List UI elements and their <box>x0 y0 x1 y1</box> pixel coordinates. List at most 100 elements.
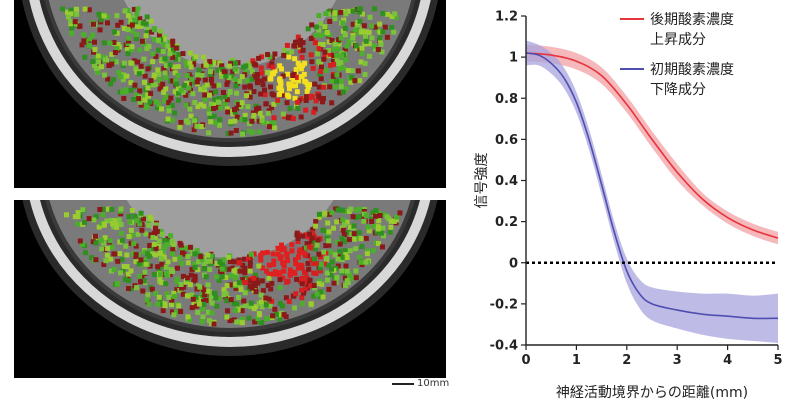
voxel <box>201 301 207 307</box>
voxel <box>134 285 140 291</box>
voxel <box>82 6 88 12</box>
voxel <box>162 56 168 62</box>
voxel <box>226 75 232 81</box>
voxel <box>326 286 332 292</box>
voxel <box>338 35 344 41</box>
voxel <box>284 251 290 257</box>
voxel <box>370 248 376 254</box>
voxel <box>64 212 69 218</box>
voxel <box>294 39 300 45</box>
voxel <box>322 261 328 267</box>
voxel <box>372 24 378 30</box>
voxel <box>387 229 393 235</box>
voxel <box>174 265 180 271</box>
voxel <box>167 51 173 57</box>
voxel <box>159 231 165 237</box>
voxel <box>195 72 201 78</box>
y-tick-label: 1.2 <box>495 10 518 25</box>
voxel <box>248 304 254 310</box>
voxel <box>153 225 159 231</box>
voxel <box>191 127 197 133</box>
voxel <box>280 92 286 98</box>
voxel <box>349 68 355 74</box>
voxel <box>265 110 271 116</box>
voxel <box>110 58 116 64</box>
voxel <box>294 276 300 282</box>
voxel <box>187 244 193 250</box>
voxel <box>171 64 177 70</box>
voxel <box>329 38 335 43</box>
voxel <box>294 89 300 95</box>
voxel <box>259 265 265 271</box>
voxel <box>102 57 108 63</box>
voxel <box>164 272 170 278</box>
voxel <box>112 251 118 257</box>
voxel <box>223 275 229 280</box>
voxel <box>163 86 169 92</box>
voxel <box>312 40 318 46</box>
voxel <box>280 303 286 309</box>
voxel <box>120 267 126 273</box>
voxel <box>191 61 197 67</box>
voxel <box>224 314 230 320</box>
voxel <box>350 8 356 14</box>
voxel <box>351 231 357 237</box>
voxel <box>185 275 191 281</box>
voxel <box>93 65 99 71</box>
voxel <box>165 43 171 49</box>
voxel <box>148 78 154 84</box>
voxel <box>312 240 318 246</box>
voxel <box>155 67 161 73</box>
voxel <box>100 54 106 60</box>
voxel <box>252 272 258 278</box>
voxel <box>134 11 140 17</box>
voxel <box>251 251 257 257</box>
voxel <box>199 257 205 262</box>
voxel <box>300 47 306 53</box>
voxel <box>145 292 151 298</box>
voxel <box>208 253 214 259</box>
voxel <box>380 10 386 16</box>
voxel <box>340 28 346 34</box>
voxel <box>187 317 192 323</box>
voxel <box>125 8 131 14</box>
voxel <box>74 6 79 12</box>
voxel <box>313 223 319 229</box>
voxel <box>117 251 123 257</box>
voxel <box>134 36 139 42</box>
voxel <box>324 30 330 35</box>
voxel <box>393 217 399 223</box>
voxel <box>109 51 115 57</box>
voxel <box>388 218 394 224</box>
voxel <box>356 6 362 12</box>
voxel <box>277 300 283 306</box>
voxel <box>128 60 134 66</box>
voxel <box>153 53 159 59</box>
voxel <box>311 261 317 267</box>
voxel <box>284 279 289 285</box>
voxel <box>160 49 166 55</box>
voxel <box>87 36 93 42</box>
voxel <box>292 257 298 263</box>
voxel <box>187 282 193 288</box>
voxel <box>266 275 272 281</box>
voxel <box>101 13 107 19</box>
voxel <box>250 130 256 136</box>
voxel <box>328 272 333 278</box>
voxel <box>138 23 144 29</box>
activation-voxels <box>64 206 403 327</box>
voxel <box>192 273 198 279</box>
voxel <box>132 17 138 23</box>
voxel <box>316 27 322 33</box>
voxel <box>113 59 119 65</box>
voxel <box>356 230 362 236</box>
voxel <box>318 254 324 260</box>
voxel <box>140 288 146 294</box>
voxel <box>256 55 262 61</box>
voxel <box>343 86 349 92</box>
voxel <box>157 250 163 256</box>
voxel <box>106 206 111 212</box>
voxel <box>318 64 324 70</box>
voxel <box>194 123 200 129</box>
voxel <box>192 264 198 270</box>
